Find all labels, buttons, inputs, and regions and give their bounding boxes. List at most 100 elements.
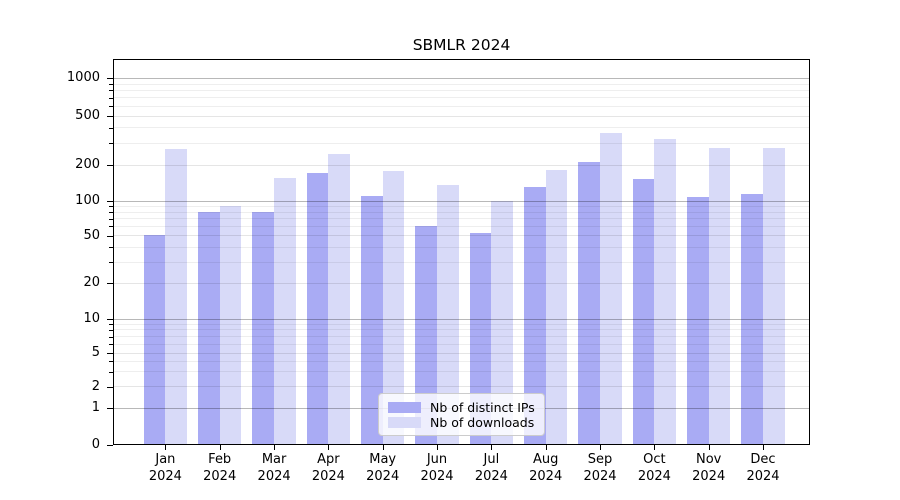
bar-jan-distinct-ips (143, 234, 166, 444)
y-tick-label-500: 500 (75, 108, 100, 123)
y-tick-label-1: 1 (91, 400, 100, 416)
y-minor-tick-mark-7 (109, 336, 113, 338)
x-tick-year: 2024 (420, 468, 454, 484)
x-tick-label-jul: Jul 2024 (463, 452, 519, 485)
x-tick-month: May (369, 452, 397, 467)
bar-jul-downloads (491, 201, 514, 444)
grid-layer (114, 60, 809, 444)
y-tick-label-0: 0 (91, 437, 100, 452)
y-tick-mark-10 (107, 319, 113, 320)
y-minor-tick-mark-6 (109, 344, 113, 346)
gridline-2 (114, 386, 809, 388)
bar-apr-downloads (328, 154, 351, 444)
bar-apr-distinct-ips (306, 172, 329, 444)
x-tick-mark-nov (708, 445, 710, 450)
y-tick-label-1000: 1000 (66, 70, 100, 86)
y-tick-mark-5 (107, 353, 113, 354)
bar-nov-distinct-ips (687, 197, 709, 444)
x-tick-year: 2024 (583, 468, 617, 484)
y-tick-mark-50 (107, 235, 113, 237)
x-tick-mark-may (382, 445, 384, 450)
gridline-90 (114, 205, 809, 207)
x-tick-year: 2024 (148, 468, 182, 484)
y-minor-tick-mark-800 (109, 90, 113, 92)
x-tick-month: Dec (750, 452, 776, 467)
y-tick-mark-1000 (107, 78, 113, 80)
y-minor-tick-mark-900 (109, 84, 113, 85)
bar-jul-distinct-ips (469, 232, 492, 444)
x-tick-year: 2024 (257, 468, 291, 484)
y-minor-tick-mark-3 (109, 371, 113, 373)
bar-nov-downloads (708, 147, 731, 444)
y-minor-tick-mark-80 (109, 212, 113, 214)
y-tick-mark-500 (107, 116, 113, 117)
legend-label-downloads: Nb of downloads (430, 414, 535, 430)
y-minor-tick-mark-4 (109, 361, 113, 363)
bar-mar-downloads (274, 178, 296, 444)
x-tick-year: 2024 (692, 468, 726, 484)
chart-title: SBMLR 2024 (412, 36, 511, 54)
gridline-70 (114, 218, 809, 220)
x-tick-month: Apr (317, 452, 340, 467)
y-tick-mark-0 (107, 445, 113, 446)
gridline-30 (114, 261, 809, 263)
x-tick-year: 2024 (746, 468, 780, 484)
x-tick-year: 2024 (366, 468, 400, 484)
bar-may-downloads (382, 171, 405, 444)
x-tick-label-dec: Dec 2024 (735, 452, 791, 485)
bar-sep-downloads (600, 132, 622, 444)
gridline-8 (114, 329, 809, 331)
x-tick-mark-feb (219, 445, 221, 450)
x-tick-mark-aug (545, 445, 547, 450)
x-tick-year: 2024 (203, 468, 237, 484)
x-tick-month: Jan (155, 452, 176, 467)
gridline-5 (114, 352, 809, 354)
bar-jun-downloads (437, 185, 459, 444)
gridline-300 (114, 142, 809, 144)
gridline-100 (114, 200, 809, 202)
x-tick-label-jun: Jun 2024 (409, 452, 465, 485)
bar-feb-downloads (219, 206, 242, 444)
bar-oct-distinct-ips (632, 179, 655, 444)
bar-feb-distinct-ips (198, 212, 220, 444)
y-minor-tick-mark-40 (109, 247, 113, 249)
x-tick-month: Oct (643, 452, 666, 467)
legend-swatch-downloads (388, 416, 421, 428)
bar-jan-downloads (165, 148, 188, 444)
x-tick-month: Nov (696, 452, 722, 467)
plot-area (113, 59, 810, 445)
x-tick-label-jan: Jan 2024 (137, 452, 193, 485)
y-tick-label-5: 5 (91, 345, 100, 360)
x-tick-label-feb: Feb 2024 (192, 452, 248, 485)
x-tick-mark-mar (274, 445, 276, 450)
gridline-500 (114, 115, 809, 117)
bar-aug-downloads (545, 169, 568, 444)
x-tick-year: 2024 (311, 468, 345, 484)
gridline-80 (114, 211, 809, 213)
y-tick-mark-2 (107, 386, 113, 388)
x-tick-mark-apr (328, 445, 330, 450)
gridline-700 (114, 97, 809, 99)
legend: Nb of distinct IPs Nb of downloads (378, 393, 545, 436)
y-tick-mark-20 (107, 283, 113, 284)
x-tick-year: 2024 (637, 468, 671, 484)
bar-mar-distinct-ips (252, 211, 275, 444)
gridline-40 (114, 246, 809, 248)
y-tick-mark-200 (107, 165, 113, 166)
x-tick-month: Aug (532, 452, 559, 467)
legend-swatch-distinct-ips (388, 401, 421, 413)
gridline-7 (114, 336, 809, 337)
gridline-900 (114, 83, 809, 85)
x-tick-mark-jun (437, 445, 438, 450)
y-tick-label-10: 10 (83, 311, 100, 326)
x-tick-mark-oct (654, 445, 656, 450)
y-tick-mark-100 (107, 201, 113, 202)
legend-row-distinct-ips: Nb of distinct IPs (388, 400, 535, 415)
x-tick-year: 2024 (474, 468, 508, 484)
x-tick-mark-sep (600, 445, 601, 450)
bar-may-distinct-ips (361, 196, 383, 444)
x-tick-month: Jun (426, 452, 448, 467)
x-tick-month: Feb (208, 452, 232, 467)
y-minor-tick-mark-9 (109, 324, 113, 326)
